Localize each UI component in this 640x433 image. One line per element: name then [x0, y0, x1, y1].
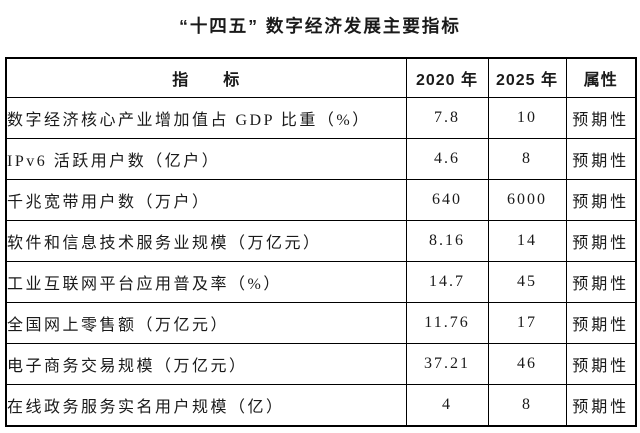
header-attribute: 属性	[565, 57, 637, 98]
indicator-cell: 电子商务交易规模（万亿元）	[5, 343, 407, 385]
attribute-cell: 预期性	[565, 138, 637, 180]
attribute-cell: 预期性	[565, 343, 637, 385]
value-2025-cell: 17	[487, 302, 567, 344]
indicator-cell: 软件和信息技术服务业规模（万亿元）	[5, 220, 407, 262]
value-2020-cell: 11.76	[405, 302, 489, 344]
indicator-cell: 工业互联网平台应用普及率（%）	[5, 261, 407, 303]
table-row: 工业互联网平台应用普及率（%） 14.7 45 预期性	[5, 261, 637, 303]
value-2020-cell: 7.8	[405, 97, 489, 139]
indicators-table: 指 标 2020 年 2025 年 属性 数字经济核心产业增加值占 GDP 比重…	[5, 57, 637, 427]
attribute-cell: 预期性	[565, 261, 637, 303]
value-2025-cell: 14	[487, 220, 567, 262]
value-2025-cell: 10	[487, 97, 567, 139]
indicator-cell: 数字经济核心产业增加值占 GDP 比重（%）	[5, 97, 407, 139]
table-row: 全国网上零售额（万亿元） 11.76 17 预期性	[5, 302, 637, 344]
table-row: 软件和信息技术服务业规模（万亿元） 8.16 14 预期性	[5, 220, 637, 262]
page-title: “十四五” 数字经济发展主要指标	[179, 16, 461, 36]
header-2020: 2020 年	[405, 57, 489, 98]
attribute-cell: 预期性	[565, 302, 637, 344]
table-row: 数字经济核心产业增加值占 GDP 比重（%） 7.8 10 预期性	[5, 97, 637, 139]
indicator-cell: 在线政务服务实名用户规模（亿）	[5, 384, 407, 427]
table-row: IPv6 活跃用户数（亿户） 4.6 8 预期性	[5, 138, 637, 180]
indicator-cell: 全国网上零售额（万亿元）	[5, 302, 407, 344]
value-2025-cell: 46	[487, 343, 567, 385]
value-2020-cell: 14.7	[405, 261, 489, 303]
attribute-cell: 预期性	[565, 384, 637, 427]
value-2020-cell: 8.16	[405, 220, 489, 262]
attribute-cell: 预期性	[565, 179, 637, 221]
indicator-cell: 千兆宽带用户数（万户）	[5, 179, 407, 221]
attribute-cell: 预期性	[565, 97, 637, 139]
value-2025-cell: 45	[487, 261, 567, 303]
header-indicator: 指 标	[5, 57, 407, 98]
value-2025-cell: 8	[487, 138, 567, 180]
value-2020-cell: 4	[405, 384, 489, 427]
value-2020-cell: 4.6	[405, 138, 489, 180]
value-2020-cell: 640	[405, 179, 489, 221]
table-row: 在线政务服务实名用户规模（亿） 4 8 预期性	[5, 384, 637, 427]
table-row: 电子商务交易规模（万亿元） 37.21 46 预期性	[5, 343, 637, 385]
value-2020-cell: 37.21	[405, 343, 489, 385]
header-2025: 2025 年	[487, 57, 567, 98]
attribute-cell: 预期性	[565, 220, 637, 262]
value-2025-cell: 8	[487, 384, 567, 427]
indicator-cell: IPv6 活跃用户数（亿户）	[5, 138, 407, 180]
header-row: 指 标 2020 年 2025 年 属性	[5, 57, 637, 98]
table-row: 千兆宽带用户数（万户） 640 6000 预期性	[5, 179, 637, 221]
value-2025-cell: 6000	[487, 179, 567, 221]
